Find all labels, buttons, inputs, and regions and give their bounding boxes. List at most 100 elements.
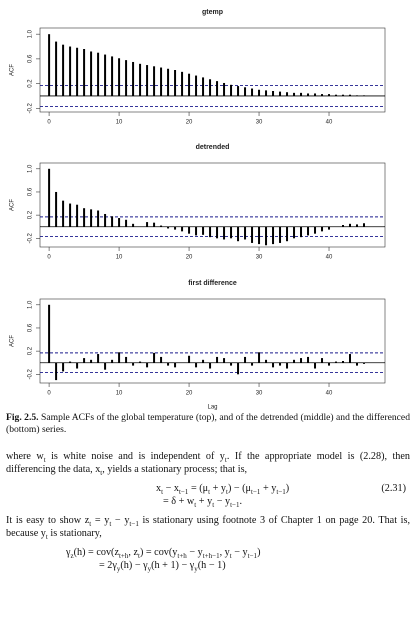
subscript: t−1 (129, 520, 139, 529)
x-tick-label: 40 (326, 391, 333, 397)
y-tick-label: -0.2 (28, 102, 34, 113)
subscript: t (100, 469, 103, 478)
text-run: = δ + w (163, 496, 195, 507)
y-tick-label: 1.0 (28, 300, 34, 309)
subscript: t (224, 456, 227, 465)
subscript: t−1 (247, 552, 258, 561)
subscript: t (109, 520, 112, 529)
x-tick-label: 40 (326, 120, 333, 126)
subscript: t−1 (178, 488, 189, 497)
y-axis-label: ACF (10, 64, 16, 76)
y-axis-label: ACF (10, 199, 16, 211)
subscript: t−1 (276, 488, 286, 497)
text-run: where w (6, 451, 44, 462)
y-axis-label: ACF (10, 335, 16, 347)
equation: γz(h) = cov(zt+h, zt) = cov(yt+h − yt+h−… (66, 546, 410, 574)
text-run: is white noise and is independent of y (45, 451, 225, 462)
x-tick-label: 30 (256, 120, 263, 126)
subscript: t−1 (251, 488, 261, 497)
text-run: (h + 1) − γ (151, 560, 195, 571)
subscript: t (212, 501, 215, 510)
y-tick-label: 0.6 (28, 187, 34, 196)
x-tick-label: 30 (256, 391, 263, 397)
text-run: ) (285, 483, 290, 494)
equation: xt − xt−1 = (μt + yt) − (μt−1 + yt−1) = δ… (6, 482, 410, 510)
text-run: It is easy to show z (6, 515, 90, 526)
equation-line: = 2γy(h) − γy(h + 1) − γy(h − 1) (99, 559, 410, 574)
text-run: (h) − γ (120, 560, 148, 571)
subscript: t+h (118, 552, 129, 561)
text-run: is stationary using footnote 3 of Chapte… (6, 515, 411, 539)
text-run: = (μ (188, 483, 209, 494)
subscript: t (194, 501, 197, 510)
subscript: y (116, 565, 121, 574)
paragraph: where wt is white noise and is independe… (6, 450, 410, 478)
text-run: γ (66, 547, 71, 558)
x-tick-label: 10 (116, 391, 123, 397)
x-tick-label: 20 (186, 120, 193, 126)
paragraph: It is easy to show zt = yt − yt−1 is sta… (6, 514, 411, 542)
text-run: = y (91, 515, 110, 526)
y-tick-label: 1.0 (28, 29, 34, 38)
caption-label: Fig. 2.5. (6, 412, 39, 423)
caption: Fig. 2.5. Sample ACFs of the global temp… (6, 412, 410, 436)
subscript: t (89, 520, 92, 529)
y-tick-label: -0.2 (28, 232, 34, 243)
subscript: t+h (177, 552, 187, 561)
x-tick-label: 0 (47, 255, 51, 261)
subscript: t+h−1 (202, 552, 220, 561)
x-tick-label: 30 (256, 255, 263, 261)
subscript: t (138, 552, 140, 561)
charts: gtemp 0 10 20 30 40 -0.2 0.2 0.6 1.0 ACF detrended 0… (10, 9, 386, 411)
y-tick-label: 1.0 (28, 164, 34, 173)
plot-frame (39, 162, 386, 248)
subscript: z (70, 552, 74, 561)
y-tick-label: 0.6 (28, 54, 34, 63)
chart-title: first difference (188, 280, 237, 287)
subscript: t (45, 533, 48, 542)
x-axis-label: Lag (207, 405, 217, 410)
text-run: + y (210, 483, 226, 494)
caption-text: Sample ACFs of the global temperature (t… (6, 412, 410, 435)
subscript: t−1 (230, 501, 240, 510)
equation-line: γz(h) = cov(zt+h, zt) = cov(yt+h − yt+h−… (66, 546, 410, 561)
y-tick-label: -0.2 (28, 368, 34, 379)
text-run: ) − (μ (227, 483, 252, 494)
text-run: − y (231, 547, 248, 558)
text-run: − y (186, 547, 203, 558)
x-tick-label: 40 (326, 255, 333, 261)
text-run: , yields a stationary process; that is, (102, 464, 248, 475)
x-tick-label: 10 (116, 120, 123, 126)
y-tick-label: 0.2 (28, 346, 34, 355)
x-tick-label: 20 (186, 391, 193, 397)
equation-line: xt − xt−1 = (μt + yt) − (μt−1 + yt−1) (156, 482, 410, 497)
subscript: t (43, 456, 46, 465)
text-run: + y (260, 483, 277, 494)
subscript: t (208, 488, 211, 497)
equation-line: = δ + wt + yt − yt−1. (163, 495, 410, 510)
text-run: , y (219, 547, 230, 558)
text-run: (h) = cov(z (73, 547, 119, 558)
chart-title: gtemp (202, 9, 223, 16)
subscript: y (147, 565, 152, 574)
text-run: − y (111, 515, 130, 526)
y-tick-label: 0.6 (28, 323, 34, 332)
text-run: x (156, 483, 162, 494)
x-tick-label: 10 (116, 255, 123, 261)
equation-number: (2.31) (381, 483, 406, 494)
text-run: . (239, 496, 243, 507)
text-body: Fig. 2.5. Sample ACFs of the global temp… (6, 412, 410, 578)
text-run: (h − 1) (197, 560, 226, 571)
text-run: ) = cov(y (139, 547, 178, 558)
subscript: t (225, 488, 228, 497)
x-tick-label: 20 (186, 255, 193, 261)
text-run: is stationary, (47, 528, 102, 539)
x-tick-label: 0 (47, 120, 51, 126)
text-run: = 2γ (99, 560, 117, 571)
subscript: t (229, 552, 232, 561)
x-tick-label: 0 (47, 391, 51, 397)
y-tick-label: 0.2 (28, 210, 34, 219)
text-run: − y (214, 496, 231, 507)
text-run: + y (196, 496, 213, 507)
